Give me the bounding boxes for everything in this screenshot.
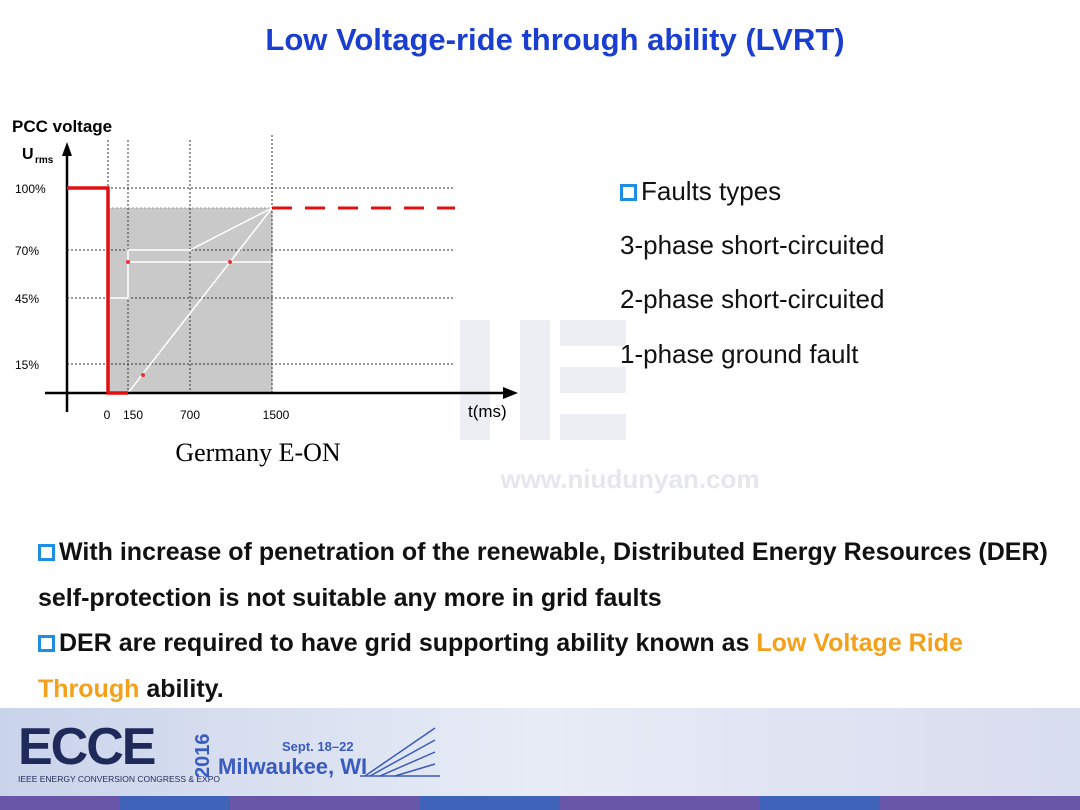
x-tick-label: 700 — [180, 408, 200, 422]
y-tick-label: 100% — [15, 182, 46, 196]
y-tick-label: 45% — [15, 292, 39, 306]
watermark: www.niudunyan.com — [499, 464, 759, 494]
x-tick-label: 150 — [123, 408, 143, 422]
fault-item: 2-phase short-circuited — [620, 284, 885, 314]
x-arrow — [503, 387, 518, 399]
limit-curves — [108, 207, 273, 394]
y-symbol: U — [22, 146, 34, 163]
watermark-logo — [460, 320, 626, 440]
fault-item: 3-phase short-circuited — [620, 230, 885, 260]
y-arrow — [62, 142, 72, 156]
dates: Sept. 18–22 — [282, 739, 354, 754]
y-tick-label: 15% — [15, 358, 39, 372]
footer: ECCE IEEE ENERGY CONVERSION CONGRESS & E… — [0, 708, 1080, 810]
year: 2016 — [192, 734, 214, 779]
text: DER are required to have grid supporting… — [59, 629, 750, 657]
org: IEEE ENERGY CONVERSION CONGRESS & EXPO — [18, 774, 220, 784]
text: With increase of penetration of the rene… — [38, 538, 1048, 612]
bullet: DER are required to have grid supporting… — [38, 621, 1048, 712]
x-tick-label: 0 — [104, 408, 111, 422]
bullet: With increase of penetration of the rene… — [38, 530, 1048, 621]
text: Faults types — [641, 176, 782, 206]
y-ticks: 100% 70% 45% 15% — [15, 182, 46, 372]
voltage-profile — [67, 186, 128, 395]
bridge-icon — [360, 727, 440, 777]
markers — [126, 260, 232, 377]
title: Low Voltage-ride through ability (LVRT) — [265, 22, 845, 57]
y-subscript: rms — [35, 155, 54, 166]
fault-item: 1-phase ground fault — [620, 339, 859, 369]
text: ability. — [146, 674, 224, 703]
y-label: PCC voltage — [12, 117, 112, 136]
faults-heading: Faults types — [620, 176, 781, 207]
y-tick-label: 70% — [15, 244, 39, 258]
highlight: Low Voltage Ride Through — [38, 629, 963, 703]
x-tick-label: 1500 — [263, 408, 290, 422]
bullets: With increase of penetration of the rene… — [38, 530, 1048, 712]
x-label: t(ms) — [468, 402, 507, 421]
caption: Germany E-ON — [175, 438, 341, 467]
logo: ECCE — [18, 718, 155, 776]
x-ticks: 0 150 700 1500 — [104, 408, 290, 422]
city: Milwaukee, WI — [218, 754, 367, 779]
